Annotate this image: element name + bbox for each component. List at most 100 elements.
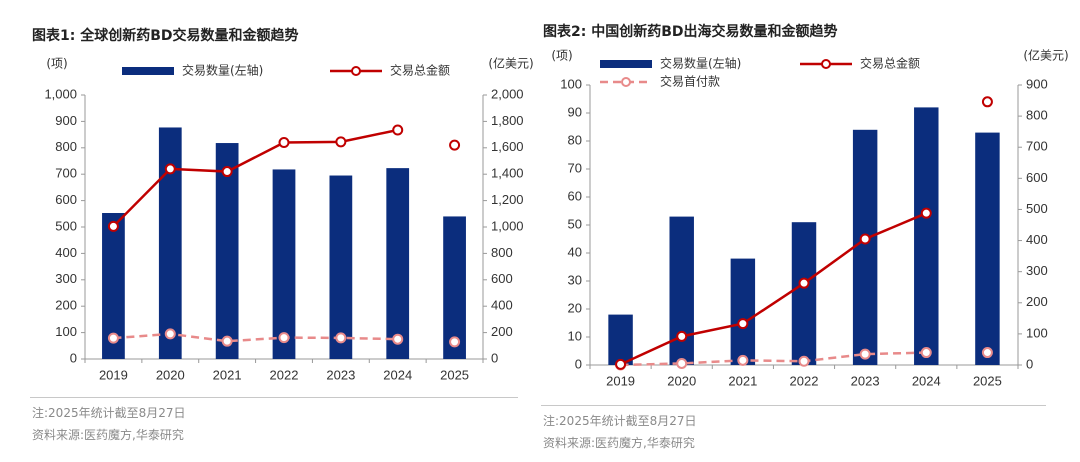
chart1-total-line	[112, 128, 398, 228]
chart1-total-point	[392, 124, 404, 136]
chart2-left-tick-label: 50	[568, 216, 582, 231]
chart1-upfront-line	[113, 332, 398, 343]
chart2-x-tick-label: 2020	[667, 373, 696, 388]
chart2-upfront-point	[737, 354, 749, 366]
chart1-right-tick-label: 800	[491, 245, 513, 260]
chart2-legend-label: 交易首付款	[660, 74, 720, 89]
chart1-total-point	[449, 139, 461, 151]
chart2-x-tick-label: 2021	[728, 373, 757, 388]
chart1-upfront-point	[392, 333, 404, 345]
chart2-right-tick-label: 100	[1026, 325, 1048, 340]
chart2-right-tick-label: 800	[1026, 108, 1048, 123]
chart1-group	[81, 66, 487, 363]
chart1-left-unit: (项)	[46, 57, 67, 71]
chart1-upfront-point	[107, 332, 119, 344]
chart1-x-tick-label: 2021	[213, 367, 242, 382]
chart1-left-tick-label: 900	[55, 113, 77, 128]
chart1-total-point	[107, 220, 119, 232]
chart1-right-tick-label: 1,400	[491, 166, 524, 181]
chart2-title: 图表2: 中国创新药BD出海交易数量和金额趋势	[543, 23, 838, 40]
chart1-total-point	[164, 163, 176, 175]
chart2-left-tick-label: 70	[568, 160, 582, 175]
chart1-bar	[443, 216, 466, 359]
chart1-left-tick-label: 300	[55, 271, 77, 286]
chart1-right-tick-label: 2,000	[491, 86, 524, 101]
chart2-bar	[730, 258, 756, 365]
chart1-x-tick-label: 2024	[383, 367, 412, 382]
chart1-x-tick-label: 2022	[270, 367, 299, 382]
chart1-right-tick-label: 1,000	[491, 218, 524, 233]
chart2-left-tick-label: 100	[560, 76, 582, 91]
chart2-left-tick-label: 0	[575, 356, 582, 371]
chart1-right-tick-label: 1,600	[491, 139, 524, 154]
chart2-legend-label: 交易总金额	[860, 56, 920, 71]
chart2-right-tick-label: 500	[1026, 201, 1048, 216]
chart2-total-point	[920, 207, 932, 219]
chart1-left-tick-label: 0	[70, 350, 77, 365]
chart1-title: 图表1: 全球创新药BD交易数量和金额趋势	[32, 27, 299, 44]
chart1-left-tick-label: 400	[55, 245, 77, 260]
chart1-bar	[158, 127, 182, 359]
chart1-left-tick-label: 800	[55, 139, 77, 154]
chart2-right-tick-label: 400	[1026, 232, 1048, 247]
chart2-bar	[669, 216, 694, 365]
chart1-total-point	[278, 137, 290, 149]
chart2-x-tick-label: 2022	[790, 373, 819, 388]
chart1-right-unit: (亿美元)	[488, 56, 533, 71]
chart1-bar	[329, 175, 353, 359]
right-source-text: 资料来源:医药魔方,华泰研究	[543, 436, 695, 450]
chart2-left-tick-label: 20	[568, 300, 582, 315]
chart2-right-tick-label: 200	[1026, 294, 1048, 309]
chart1-right-tick-label: 1,200	[491, 192, 524, 207]
chart2-bar	[975, 132, 1000, 365]
chart1-upfront-point	[335, 332, 347, 344]
chart1-legend-label: 交易总金额	[390, 63, 450, 78]
chart1-left-tick-label: 200	[55, 298, 77, 313]
chart1-legend-bar-swatch	[122, 67, 174, 75]
chart1-bar	[215, 143, 239, 359]
chart2-left-tick-label: 30	[568, 272, 582, 287]
chart2-legend-upfront-marker	[621, 77, 631, 87]
left-source-text: 资料来源:医药魔方,华泰研究	[32, 428, 184, 442]
chart1-bar	[272, 169, 296, 359]
chart1-left-tick-label: 700	[55, 166, 77, 181]
chart2-bar	[791, 222, 817, 365]
chart1-right-tick-label: 200	[491, 324, 513, 339]
chart2-upfront-point	[859, 348, 871, 360]
chart2-upfront-point	[920, 347, 932, 359]
chart2-upfront-point	[981, 347, 993, 359]
chart1-bar	[386, 168, 410, 359]
chart2-total-line	[620, 212, 927, 366]
chart1-bar	[102, 213, 125, 359]
chart1-total-point	[335, 136, 347, 148]
chart2-group	[586, 59, 1022, 371]
chart2-upfront-line	[620, 351, 927, 367]
chart2-x-tick-label: 2024	[912, 373, 941, 388]
chart1-upfront-point	[278, 332, 290, 344]
right-panel-separator	[541, 405, 1046, 406]
chart2-left-tick-label: 90	[568, 104, 582, 119]
chart2-legend-bar-swatch	[600, 60, 652, 68]
chart1-right-tick-label: 1,800	[491, 113, 524, 128]
chart2-left-tick-label: 60	[568, 188, 582, 203]
chart2-total-point	[981, 96, 993, 108]
chart2-upfront-point	[798, 355, 810, 367]
chart2-upfront-point	[676, 357, 688, 369]
chart2-total-point	[798, 277, 810, 289]
chart1-x-tick-label: 2020	[156, 367, 185, 382]
chart2-right-tick-label: 700	[1026, 139, 1048, 154]
chart1-upfront-point	[449, 336, 461, 348]
chart2-left-unit: (项)	[551, 49, 572, 63]
chart2-right-tick-label: 0	[1026, 356, 1033, 371]
chart2-left-tick-label: 40	[568, 244, 582, 259]
chart2-bar	[608, 314, 633, 365]
chart1-left-tick-label: 500	[55, 218, 77, 233]
left-note-text: 注:2025年统计截至8月27日	[32, 406, 186, 420]
chart2-x-tick-label: 2023	[851, 373, 880, 388]
chart2-total-point	[859, 233, 871, 245]
left-panel-separator	[30, 397, 518, 398]
chart1-left-tick-label: 100	[55, 324, 77, 339]
chart2-x-tick-label: 2019	[606, 373, 635, 388]
chart2-x-tick-label: 2025	[973, 373, 1002, 388]
chart1-x-tick-label: 2019	[99, 367, 128, 382]
